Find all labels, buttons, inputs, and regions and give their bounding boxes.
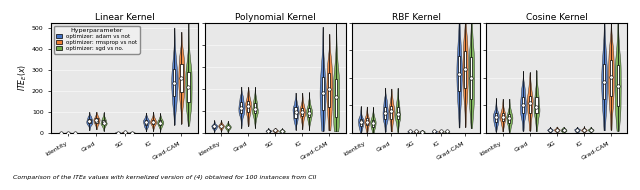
Bar (159, 120, 161, 125)
Title: Polynomial Kernel: Polynomial Kernel (235, 13, 316, 22)
Bar (188, 72, 189, 102)
Bar (440, 131, 442, 132)
Bar (446, 131, 448, 132)
Bar (328, 73, 330, 107)
Bar (502, 113, 504, 121)
Bar (495, 113, 497, 122)
Bar (409, 131, 411, 132)
Bar (384, 107, 386, 119)
Bar (549, 129, 551, 131)
Bar (102, 120, 105, 124)
Bar (88, 119, 90, 124)
Bar (180, 64, 182, 92)
Legend: optimizer: adam vs not, optimizer: rmsprop vs not, optimizer: sgd vs no.: optimizer: adam vs not, optimizer: rmspr… (54, 26, 140, 54)
Bar (145, 120, 147, 125)
Bar (576, 129, 578, 131)
Bar (421, 131, 423, 132)
Bar (464, 51, 466, 88)
Bar (508, 114, 511, 123)
Bar (220, 125, 222, 127)
Bar (308, 108, 310, 117)
Bar (213, 125, 215, 128)
Bar (610, 59, 612, 96)
Title: Cosine Kernel: Cosine Kernel (526, 13, 588, 22)
Bar (390, 106, 392, 119)
Bar (254, 104, 256, 113)
Bar (321, 77, 324, 110)
Bar (301, 108, 303, 116)
Bar (563, 129, 564, 131)
Bar (397, 107, 399, 119)
Bar (366, 118, 368, 125)
Bar (522, 97, 524, 113)
Bar (433, 131, 435, 132)
Bar (617, 66, 619, 106)
Bar (458, 56, 460, 91)
Bar (274, 130, 276, 131)
Bar (116, 132, 119, 133)
Bar (124, 132, 126, 133)
Title: RBF Kernel: RBF Kernel (392, 13, 440, 22)
Bar (247, 101, 249, 112)
Bar (556, 129, 558, 131)
Bar (152, 120, 154, 124)
Bar (470, 57, 472, 99)
Y-axis label: $ITE_{E}(x)$: $ITE_{E}(x)$ (17, 64, 29, 92)
Bar (372, 120, 374, 127)
Bar (603, 64, 605, 99)
Bar (583, 129, 585, 131)
Bar (227, 126, 229, 128)
Bar (415, 131, 417, 132)
Bar (240, 102, 243, 113)
Bar (529, 96, 531, 113)
Bar (131, 132, 133, 133)
Text: Comparison of the ITEᴇ values with kernelized version of (4) obtained for 100 in: Comparison of the ITEᴇ values with kerne… (13, 176, 316, 180)
Title: Linear Kernel: Linear Kernel (95, 13, 155, 22)
Bar (268, 130, 269, 131)
Bar (95, 118, 98, 123)
Bar (173, 69, 175, 96)
Bar (360, 119, 362, 126)
Bar (281, 130, 283, 132)
Bar (294, 107, 296, 118)
Bar (335, 79, 337, 116)
Bar (589, 129, 592, 131)
Bar (536, 97, 538, 113)
